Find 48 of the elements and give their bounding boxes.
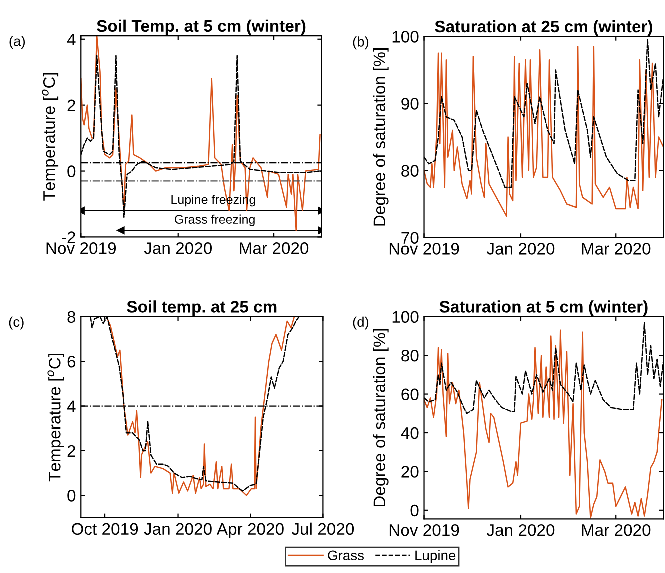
y-tick-label: 70 [402, 232, 419, 244]
line-series [424, 46, 664, 217]
y-tick-label: 0 [68, 490, 76, 502]
text: (c) [9, 316, 24, 330]
chart-title: Soil temp. at 25 cm [127, 300, 277, 316]
y-axis-title: Temperature [$^{o}$C] [48, 354, 64, 482]
x-tick-label: Nov 2019 [390, 243, 460, 255]
y-tick-label: 40 [401, 427, 419, 440]
legend-label: Lupine [416, 550, 456, 564]
y-tick-label: 8 [68, 311, 76, 324]
y-tick-label: 100 [392, 311, 419, 324]
y-tick-label: 20 [402, 466, 419, 478]
x-tick-label: Jan 2020 [486, 524, 555, 536]
y-tick-label: 80 [402, 350, 419, 362]
chart-title: Soil Temp. at 5 cm (winter) [97, 20, 306, 36]
legend-label: Grass [328, 550, 364, 561]
y-tick-label: 60 [402, 388, 419, 400]
y-tick-label: 100 [392, 31, 419, 43]
annotation: Grass freezing [175, 214, 255, 226]
y-axis-title: Degree of saturation [%] [373, 48, 389, 226]
x-tick-label: Jan 2020 [144, 523, 212, 536]
y-axis-title: Temperature [$^{o}$C] [42, 73, 59, 201]
x-tick-label: Nov 2019 [46, 242, 116, 254]
y-tick-label: 0 [410, 504, 419, 517]
x-tick-label: Mar 2020 [240, 242, 309, 254]
y-axis-title: Degree of saturation [%] [373, 329, 389, 506]
y-tick-label: 4 [67, 400, 76, 412]
x-tick-label: Jan 2020 [144, 242, 212, 254]
y-tick-label: 2 [68, 100, 76, 112]
y-tick-label: 90 [402, 98, 419, 110]
x-tick-label: Apr 2020 [216, 523, 284, 538]
y-tick-label: 0 [68, 166, 76, 178]
y-tick-label: 4 [67, 34, 76, 46]
x-tick-label: Nov 2019 [390, 524, 460, 536]
y-tick-label: -2 [62, 232, 76, 244]
x-tick-label: Jan 2020 [486, 243, 555, 255]
y-tick-label: 6 [68, 356, 76, 368]
chart-title: Saturation at 25 cm (winter) [435, 20, 652, 36]
x-tick-label: Mar 2020 [582, 524, 651, 536]
x-tick-label: Oct 2019 [72, 523, 138, 536]
chart-title: Saturation at 5 cm (winter) [440, 300, 648, 316]
text: (b) [353, 36, 369, 50]
text: (a) [10, 36, 26, 50]
x-tick-label: Jul 2020 [292, 522, 354, 536]
y-tick-label: 2 [68, 445, 76, 457]
text: (d) [353, 316, 369, 330]
y-tick-label: 80 [402, 165, 419, 177]
x-tick-label: Mar 2020 [582, 243, 651, 255]
